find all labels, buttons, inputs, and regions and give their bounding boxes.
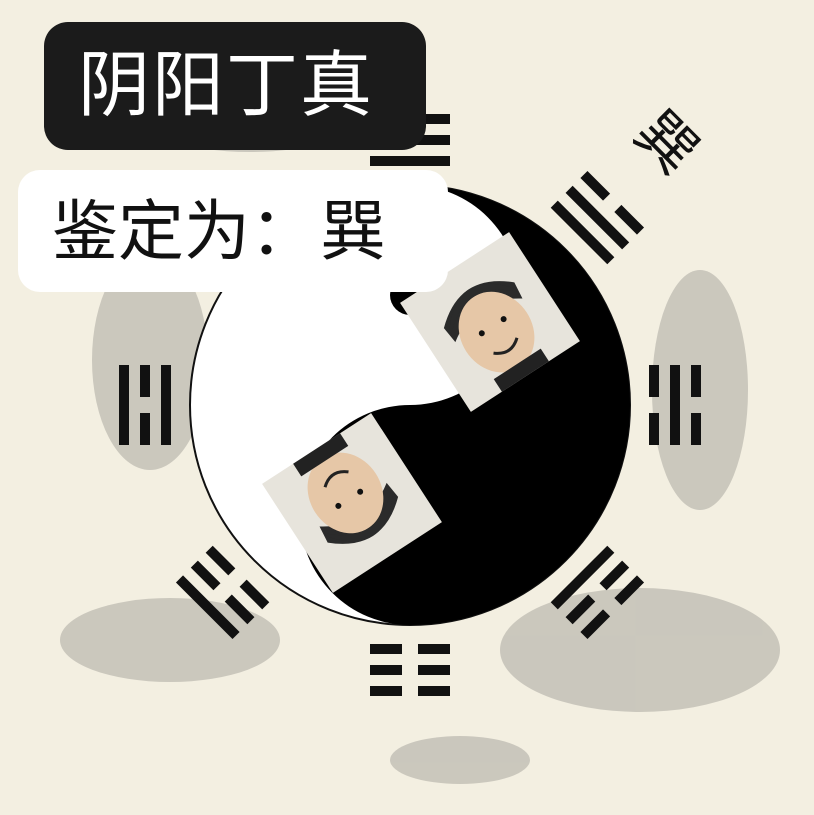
- trigram-line-solid: [550, 545, 615, 610]
- trigram-line-broken: [691, 413, 701, 445]
- trigram-line-broken: [418, 644, 450, 654]
- trigram: [649, 365, 701, 445]
- trigram: [119, 365, 171, 445]
- face-photo-lower: [262, 413, 442, 593]
- face-skin: [458, 291, 535, 373]
- trigram-line-broken: [614, 575, 645, 606]
- trigram-line-broken: [580, 170, 611, 201]
- eye: [478, 330, 485, 337]
- verdict-value: 巽: [320, 193, 386, 270]
- trigram-line-solid: [670, 365, 680, 445]
- collar: [293, 433, 349, 477]
- verdict-card: [18, 170, 448, 292]
- trigram-line-broken: [140, 413, 150, 445]
- trigram-line-broken: [418, 665, 450, 675]
- smile: [493, 337, 519, 355]
- trigram-line-broken: [580, 609, 611, 640]
- smile: [323, 470, 349, 488]
- trigram-line-broken: [649, 365, 659, 397]
- trigram-line-solid: [565, 185, 630, 250]
- trigram-line-broken: [649, 413, 659, 445]
- trigram-line-broken: [224, 594, 255, 625]
- trigram: [175, 545, 270, 640]
- trigram-line-broken: [565, 594, 596, 625]
- trigram-line-broken: [614, 204, 645, 235]
- trigram-line-broken: [370, 665, 402, 675]
- page-title: 阴阳丁真: [78, 43, 375, 127]
- trigram-line-broken: [691, 365, 701, 397]
- eye: [357, 488, 364, 495]
- trigram-line-solid: [161, 365, 171, 445]
- collar: [493, 348, 549, 392]
- trigram-line-broken: [370, 686, 402, 696]
- trigram-line-broken: [239, 579, 270, 610]
- trigram-line-broken: [190, 560, 221, 591]
- title-banner: [44, 22, 426, 150]
- trigram-line-solid: [370, 156, 450, 166]
- trigram: [370, 644, 450, 696]
- eye: [500, 316, 507, 323]
- trigram-line-broken: [140, 365, 150, 397]
- verdict-label: 鉴定为：: [52, 193, 316, 270]
- trigram-line-broken: [418, 686, 450, 696]
- trigram: [550, 545, 645, 640]
- trigram-line-solid: [550, 200, 615, 265]
- face-skin: [307, 452, 384, 534]
- trigram: [550, 170, 645, 265]
- eye: [335, 502, 342, 509]
- ink-smudge: [390, 736, 530, 784]
- trigram-line-broken: [205, 545, 236, 576]
- trigram-line-broken: [370, 644, 402, 654]
- trigram-line-solid: [119, 365, 129, 445]
- hair: [449, 283, 519, 336]
- hair: [323, 489, 393, 542]
- ink-smudge: [500, 588, 780, 712]
- trigram-line-solid: [175, 575, 240, 640]
- trigram-line-broken: [599, 560, 630, 591]
